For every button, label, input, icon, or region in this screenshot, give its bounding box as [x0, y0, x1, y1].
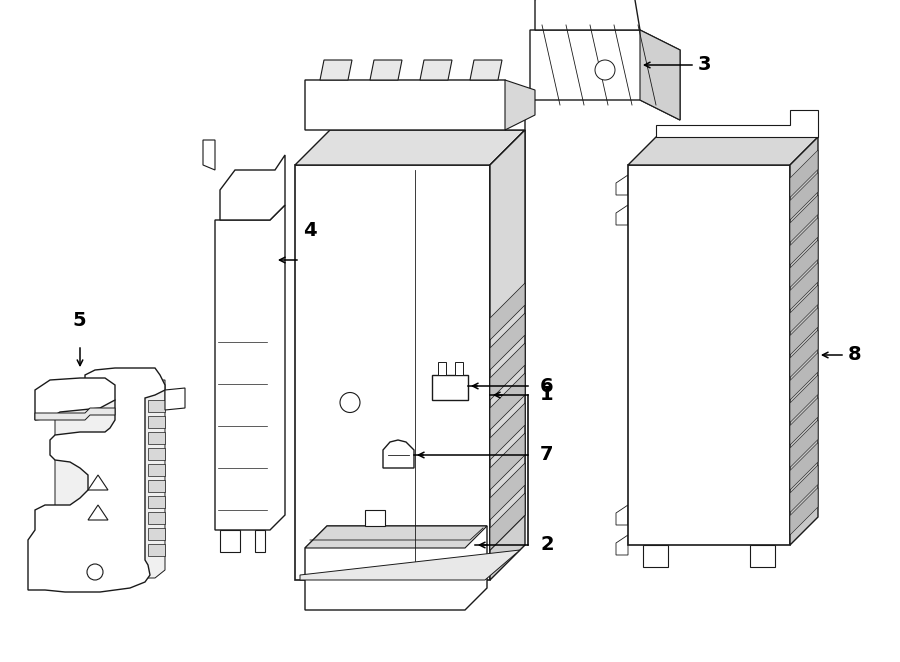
Polygon shape [220, 155, 285, 220]
Polygon shape [28, 368, 165, 592]
Polygon shape [420, 60, 452, 80]
Polygon shape [790, 150, 818, 197]
Polygon shape [305, 80, 525, 130]
Text: 5: 5 [72, 310, 86, 330]
Polygon shape [148, 512, 165, 524]
Polygon shape [790, 397, 818, 445]
Polygon shape [616, 205, 628, 225]
Text: 8: 8 [848, 346, 861, 365]
Polygon shape [490, 283, 525, 340]
Circle shape [595, 60, 615, 80]
Polygon shape [455, 362, 463, 375]
Polygon shape [320, 60, 352, 80]
Polygon shape [300, 550, 520, 580]
Polygon shape [628, 165, 790, 545]
Polygon shape [305, 526, 487, 610]
Polygon shape [790, 375, 818, 422]
Polygon shape [530, 30, 680, 120]
Polygon shape [55, 380, 165, 578]
Polygon shape [790, 285, 818, 332]
Polygon shape [295, 130, 525, 165]
Polygon shape [35, 378, 115, 420]
Polygon shape [490, 343, 525, 400]
Polygon shape [148, 416, 165, 428]
Polygon shape [790, 330, 818, 377]
Polygon shape [148, 432, 165, 444]
Polygon shape [35, 408, 115, 420]
Polygon shape [365, 510, 385, 526]
Polygon shape [490, 493, 525, 550]
Polygon shape [643, 545, 668, 567]
Polygon shape [148, 528, 165, 540]
Polygon shape [383, 440, 414, 468]
Polygon shape [305, 526, 487, 548]
Polygon shape [628, 137, 818, 165]
Polygon shape [148, 464, 165, 476]
Polygon shape [790, 218, 818, 265]
Polygon shape [616, 505, 628, 525]
Polygon shape [790, 137, 818, 545]
Polygon shape [790, 420, 818, 467]
Text: 2: 2 [540, 536, 554, 555]
Polygon shape [203, 140, 215, 170]
Polygon shape [255, 530, 265, 552]
Polygon shape [148, 496, 165, 508]
Text: 6: 6 [540, 377, 554, 395]
Polygon shape [490, 130, 525, 580]
Circle shape [340, 393, 360, 412]
Polygon shape [438, 362, 446, 375]
Polygon shape [616, 175, 628, 195]
Polygon shape [220, 530, 240, 552]
Polygon shape [490, 433, 525, 490]
Polygon shape [215, 205, 285, 530]
Polygon shape [165, 388, 185, 410]
Polygon shape [656, 110, 818, 137]
Polygon shape [505, 80, 535, 130]
Polygon shape [790, 465, 818, 512]
Polygon shape [490, 403, 525, 460]
Polygon shape [490, 373, 525, 430]
Text: 3: 3 [698, 56, 712, 75]
Polygon shape [490, 463, 525, 520]
Polygon shape [790, 442, 818, 490]
Polygon shape [790, 352, 818, 400]
Circle shape [87, 564, 103, 580]
Polygon shape [790, 308, 818, 355]
Polygon shape [295, 165, 490, 580]
Polygon shape [148, 400, 165, 412]
Polygon shape [640, 30, 680, 120]
Polygon shape [490, 313, 525, 370]
Polygon shape [432, 375, 468, 400]
Polygon shape [790, 195, 818, 242]
Polygon shape [790, 263, 818, 310]
Polygon shape [790, 173, 818, 220]
Polygon shape [148, 544, 165, 556]
Polygon shape [616, 535, 628, 555]
Polygon shape [535, 0, 640, 30]
Text: 7: 7 [540, 446, 554, 465]
Polygon shape [490, 130, 525, 550]
Polygon shape [470, 60, 502, 80]
Polygon shape [148, 480, 165, 492]
Polygon shape [750, 545, 775, 567]
Polygon shape [790, 487, 818, 535]
Text: 4: 4 [303, 220, 317, 240]
Polygon shape [790, 240, 818, 287]
Polygon shape [148, 448, 165, 460]
Text: 1: 1 [540, 385, 554, 404]
Polygon shape [370, 60, 402, 80]
